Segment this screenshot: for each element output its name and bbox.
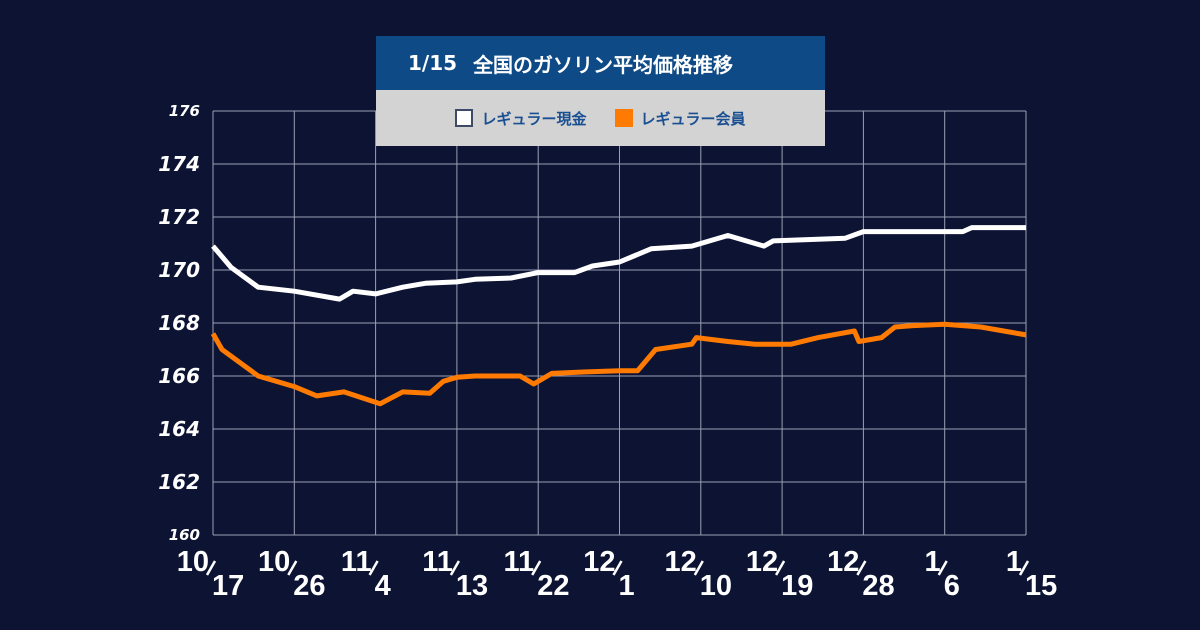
- x-tick-slash: [287, 560, 298, 576]
- x-tick-month: 11: [504, 546, 535, 578]
- x-tick-day: 4: [375, 570, 391, 602]
- x-tick-month: 11: [422, 546, 453, 578]
- x-tick-day: 15: [1025, 570, 1057, 602]
- x-tick-slash: [368, 560, 379, 576]
- x-tick-month: 12: [827, 546, 859, 578]
- x-tick-slash: [856, 560, 867, 576]
- x-tick-label: 16: [925, 546, 960, 602]
- x-tick-slash: [693, 560, 704, 576]
- y-tick-label: 166: [158, 364, 200, 388]
- x-tick-day: 10: [700, 570, 732, 602]
- x-tick-month: 1: [925, 546, 941, 578]
- series-lines: [210, 225, 1027, 407]
- chart-title-date: 1/15: [408, 51, 458, 75]
- series-line-cash: [211, 225, 1026, 302]
- x-tick-day: 6: [944, 570, 960, 602]
- legend-label-member: レギュラー会員: [640, 109, 746, 128]
- x-tick-slash: [612, 560, 623, 576]
- x-tick-day: 22: [537, 570, 569, 602]
- chart-legend: レギュラー現金 レギュラー会員: [376, 90, 825, 146]
- chart-title-box: 1/15 全国のガソリン平均価格推移: [376, 36, 825, 90]
- y-tick-label: 170: [158, 258, 200, 282]
- legend-swatch-cash: [455, 109, 474, 127]
- legend-item-member: レギュラー会員: [614, 108, 746, 129]
- series-line-member: [210, 321, 1027, 407]
- x-tick-month: 10: [177, 546, 209, 578]
- x-tick-month: 12: [583, 546, 615, 578]
- y-tick-label: 168: [158, 311, 200, 335]
- grid-lines: [212, 110, 1027, 536]
- chart-title-text: 全国のガソリン平均価格推移: [473, 52, 734, 77]
- x-tick-day: 28: [862, 570, 894, 602]
- x-tick-month: 11: [341, 546, 372, 578]
- y-tick-label: 164: [158, 417, 200, 441]
- x-tick-day: 1: [619, 570, 635, 602]
- x-tick-slash: [531, 560, 542, 576]
- y-tick-label: 176: [169, 102, 200, 120]
- x-tick-month: 10: [258, 546, 290, 578]
- x-tick-slash: [1018, 560, 1030, 576]
- x-tick-day: 17: [212, 570, 244, 602]
- y-tick-label: 172: [158, 205, 200, 229]
- y-axis-tick-labels: 160 162 164 166 168 170 172 174 176: [158, 102, 200, 544]
- x-tick-month: 12: [665, 546, 697, 578]
- x-tick-day: 13: [456, 570, 488, 602]
- x-tick-slash: [775, 560, 786, 576]
- x-tick-month: 12: [746, 546, 778, 578]
- x-tick-day: 19: [781, 570, 813, 602]
- legend-label-cash: レギュラー現金: [481, 109, 587, 128]
- x-tick-label: 121: [583, 546, 634, 602]
- x-tick-slash: [937, 560, 948, 576]
- legend-item-cash: レギュラー現金: [455, 108, 587, 129]
- x-tick-slash: [205, 560, 217, 576]
- x-tick-day: 26: [293, 570, 325, 602]
- y-tick-label: 160: [169, 526, 200, 544]
- x-tick-slash: [449, 560, 460, 576]
- x-tick-label: 114: [341, 546, 391, 602]
- x-tick-label: 115: [1006, 546, 1057, 602]
- y-tick-label: 162: [158, 470, 200, 494]
- legend-swatch-member: [614, 109, 633, 127]
- x-tick-month: 1: [1006, 546, 1022, 578]
- y-tick-label: 174: [158, 152, 200, 176]
